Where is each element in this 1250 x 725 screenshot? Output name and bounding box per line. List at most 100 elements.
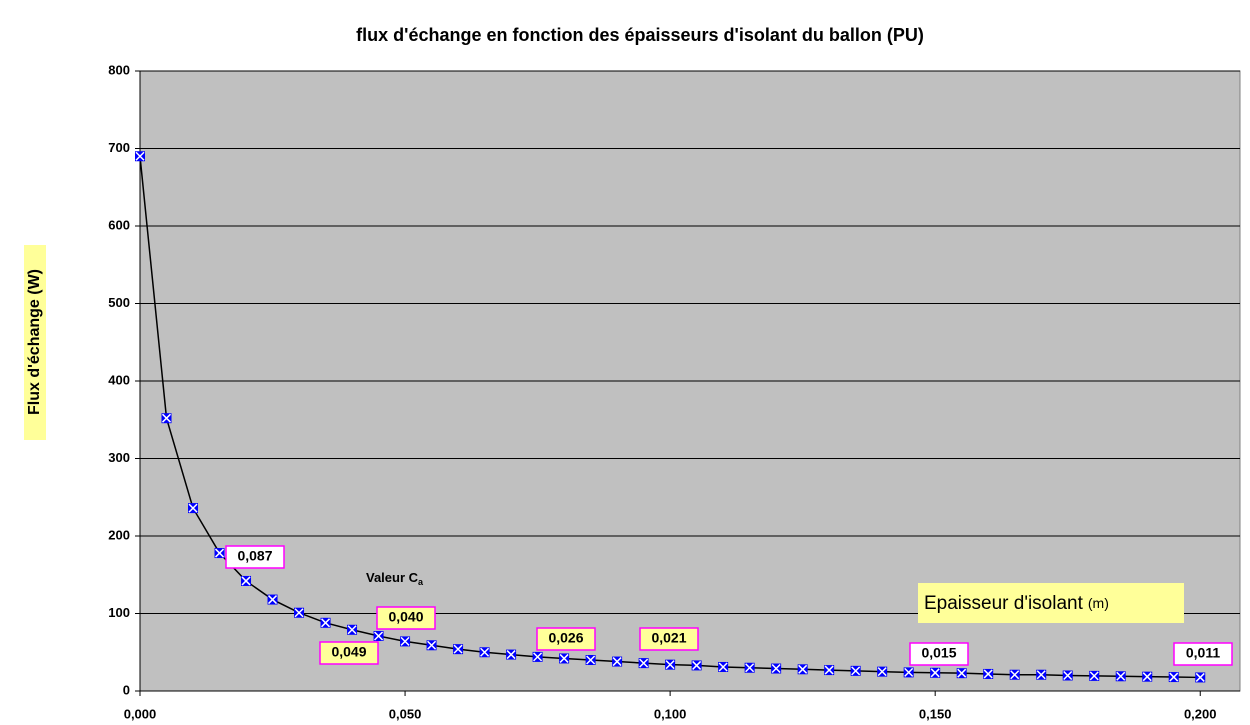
marker	[718, 661, 729, 672]
marker-cross	[480, 647, 490, 657]
marker-cross	[877, 667, 887, 677]
marker	[1062, 670, 1073, 681]
marker	[373, 630, 384, 641]
annotation: 0,040	[388, 609, 423, 625]
annotation: 0,026	[548, 630, 583, 646]
annotation: 0,049	[331, 644, 366, 660]
marker	[320, 617, 331, 628]
marker-cross	[665, 660, 675, 670]
marker	[1115, 671, 1126, 682]
marker-cross	[692, 660, 702, 670]
y-label: Flux d'échange (W)	[26, 269, 43, 415]
marker-cross	[851, 666, 861, 676]
marker-cross	[453, 644, 463, 654]
note: Valeur Ca	[366, 570, 424, 587]
marker	[506, 649, 517, 660]
marker-cross	[506, 650, 516, 660]
marker	[188, 503, 199, 514]
marker-cross	[1036, 670, 1046, 680]
marker-cross	[1089, 671, 1099, 681]
marker-cross	[1169, 672, 1179, 682]
annotation-box	[376, 606, 436, 630]
x-label: Epaisseur d'isolant (m)	[924, 593, 1109, 614]
marker-cross	[824, 665, 834, 675]
marker-cross	[161, 413, 172, 423]
marker	[612, 656, 623, 667]
y-tick-label: 100	[108, 605, 130, 620]
marker-cross	[639, 658, 649, 668]
marker-cross	[745, 663, 755, 673]
note-sub: a	[418, 577, 424, 587]
annotation-box	[1173, 642, 1233, 666]
marker-cross	[294, 608, 304, 618]
marker	[638, 658, 649, 669]
y-label-box	[24, 245, 46, 440]
y-tick-label: 300	[108, 450, 130, 465]
marker-cross	[983, 669, 993, 679]
marker	[400, 636, 411, 647]
x-label-box	[918, 583, 1184, 623]
x-label-text: Epaisseur d'isolant	[924, 593, 1084, 614]
marker	[426, 640, 437, 651]
marker	[1168, 672, 1179, 683]
annotation: 0,087	[237, 548, 272, 564]
y-tick-label: 800	[108, 62, 130, 77]
annotation-box	[909, 642, 969, 666]
y-tick-label: 200	[108, 527, 130, 542]
marker-cross	[559, 653, 569, 663]
marker	[241, 575, 252, 586]
marker	[585, 655, 596, 665]
marker	[930, 667, 941, 678]
marker-cross	[214, 548, 225, 558]
marker	[665, 659, 676, 670]
marker	[797, 664, 808, 675]
marker	[1009, 669, 1020, 680]
marker-cross	[1142, 672, 1152, 682]
marker	[453, 644, 464, 655]
x-tick-label: 0,000	[124, 706, 157, 721]
marker-cross	[1116, 671, 1126, 681]
x-tick-label: 0,100	[654, 706, 687, 721]
annotation-box	[319, 641, 379, 665]
marker	[1036, 669, 1047, 680]
y-tick-label: 600	[108, 217, 130, 232]
marker	[903, 667, 914, 678]
annotation: 0,021	[651, 630, 686, 646]
marker	[771, 663, 782, 674]
marker-cross	[771, 663, 781, 674]
annotation: 0,011	[1186, 645, 1220, 661]
marker-cross	[612, 657, 622, 667]
marker	[347, 624, 358, 635]
marker-cross	[400, 636, 410, 646]
annotation-box	[639, 627, 699, 651]
marker	[691, 660, 702, 671]
marker-cross	[135, 151, 145, 161]
marker	[267, 594, 278, 605]
marker	[1142, 671, 1153, 682]
annotation-box	[536, 627, 596, 651]
marker-cross	[267, 595, 278, 605]
marker-cross	[374, 631, 384, 641]
y-tick-label: 500	[108, 295, 130, 310]
marker	[956, 668, 967, 679]
marker-cross	[798, 664, 808, 674]
marker	[1195, 672, 1206, 683]
marker-cross	[188, 503, 198, 513]
marker	[135, 151, 145, 162]
marker	[983, 668, 994, 679]
marker	[1089, 670, 1100, 681]
marker-cross	[930, 668, 940, 678]
marker	[824, 665, 835, 676]
marker-cross	[427, 640, 437, 650]
y-tick-label: 700	[108, 140, 130, 155]
y-tick-label: 400	[108, 372, 130, 387]
marker-cross	[586, 655, 596, 665]
marker	[161, 413, 172, 424]
annotation: 0,015	[921, 645, 956, 661]
marker	[850, 665, 861, 676]
marker-cross	[321, 618, 331, 628]
marker	[294, 607, 305, 618]
marker	[479, 647, 490, 658]
marker-cross	[1063, 670, 1073, 681]
